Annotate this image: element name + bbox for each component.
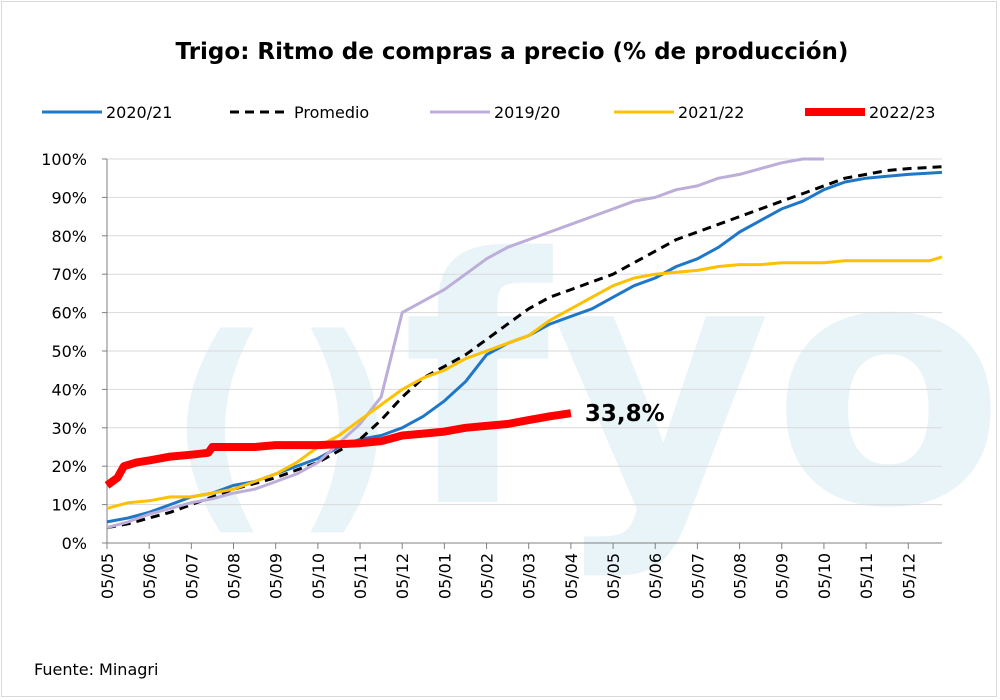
- x-tick-label: 05/03: [520, 553, 539, 599]
- x-tick-label: 05/07: [182, 553, 201, 599]
- series-line-2022-23: [104, 409, 572, 489]
- y-tick-label: 30%: [51, 419, 87, 438]
- y-tick-label: 20%: [51, 457, 87, 476]
- x-tick-label: 05/10: [815, 553, 834, 599]
- x-tick-label: 05/11: [351, 553, 370, 599]
- x-tick-label: 05/08: [225, 553, 244, 599]
- y-tick-label: 50%: [51, 342, 87, 361]
- series-line-2021-22: [106, 255, 943, 510]
- legend-label: 2021/22: [678, 103, 744, 122]
- legend-label: Promedio: [294, 103, 369, 122]
- x-tick-label: 05/05: [98, 553, 117, 599]
- x-tick-label: 05/08: [731, 553, 750, 599]
- x-tick-label: 05/06: [646, 553, 665, 599]
- y-tick-label: 80%: [51, 227, 87, 246]
- watermark-paren-open: (: [167, 290, 272, 557]
- x-tick-label: 05/06: [140, 553, 159, 599]
- chart-legend: 2020/21 Promedio 2019/20 2021/22 2022/23: [42, 103, 935, 122]
- x-tick-label: 05/01: [435, 553, 454, 599]
- series-lines: [104, 157, 943, 530]
- callout-label: 33,8%: [585, 401, 665, 427]
- legend-label: 2019/20: [494, 103, 560, 122]
- y-tick-label: 90%: [51, 188, 87, 207]
- x-tick-label: 05/11: [857, 553, 876, 599]
- watermark-logo: ( ) fyo: [167, 187, 998, 583]
- x-tick-label: 05/12: [899, 553, 918, 599]
- x-tick-label: 05/07: [688, 553, 707, 599]
- watermark-paren-close: ): [292, 290, 397, 557]
- y-tick-label: 0%: [62, 534, 87, 553]
- y-tick-label: 100%: [41, 150, 87, 169]
- x-tick-label: 05/09: [773, 553, 792, 599]
- gridlines: [106, 158, 942, 544]
- x-axis-ticks: 05/05 05/06 05/07 05/08 05/09 05/10 05/11 05/12…: [98, 543, 918, 599]
- y-tick-label: 60%: [51, 304, 87, 323]
- series-line-2019-20: [106, 157, 824, 530]
- x-tick-label: 05/02: [478, 553, 497, 599]
- watermark-text: fyo: [402, 187, 998, 583]
- x-tick-label: 05/05: [604, 553, 623, 599]
- legend-label: 2020/21: [106, 103, 172, 122]
- x-tick-label: 05/12: [393, 553, 412, 599]
- legend-label: 2022/23: [869, 103, 935, 122]
- x-tick-label: 05/10: [309, 553, 328, 599]
- y-tick-label: 70%: [51, 265, 87, 284]
- source-note: Fuente: Minagri: [34, 660, 158, 679]
- y-tick-label: 10%: [51, 496, 87, 515]
- y-axis-ticks: 0% 10% 20% 30% 40% 50% 60% 70% 80% 90% 100%: [41, 150, 107, 553]
- chart-title: Trigo: Ritmo de compras a precio (% de p…: [176, 39, 849, 65]
- y-tick-label: 40%: [51, 380, 87, 399]
- x-tick-label: 05/04: [562, 553, 581, 599]
- x-tick-label: 05/09: [267, 553, 286, 599]
